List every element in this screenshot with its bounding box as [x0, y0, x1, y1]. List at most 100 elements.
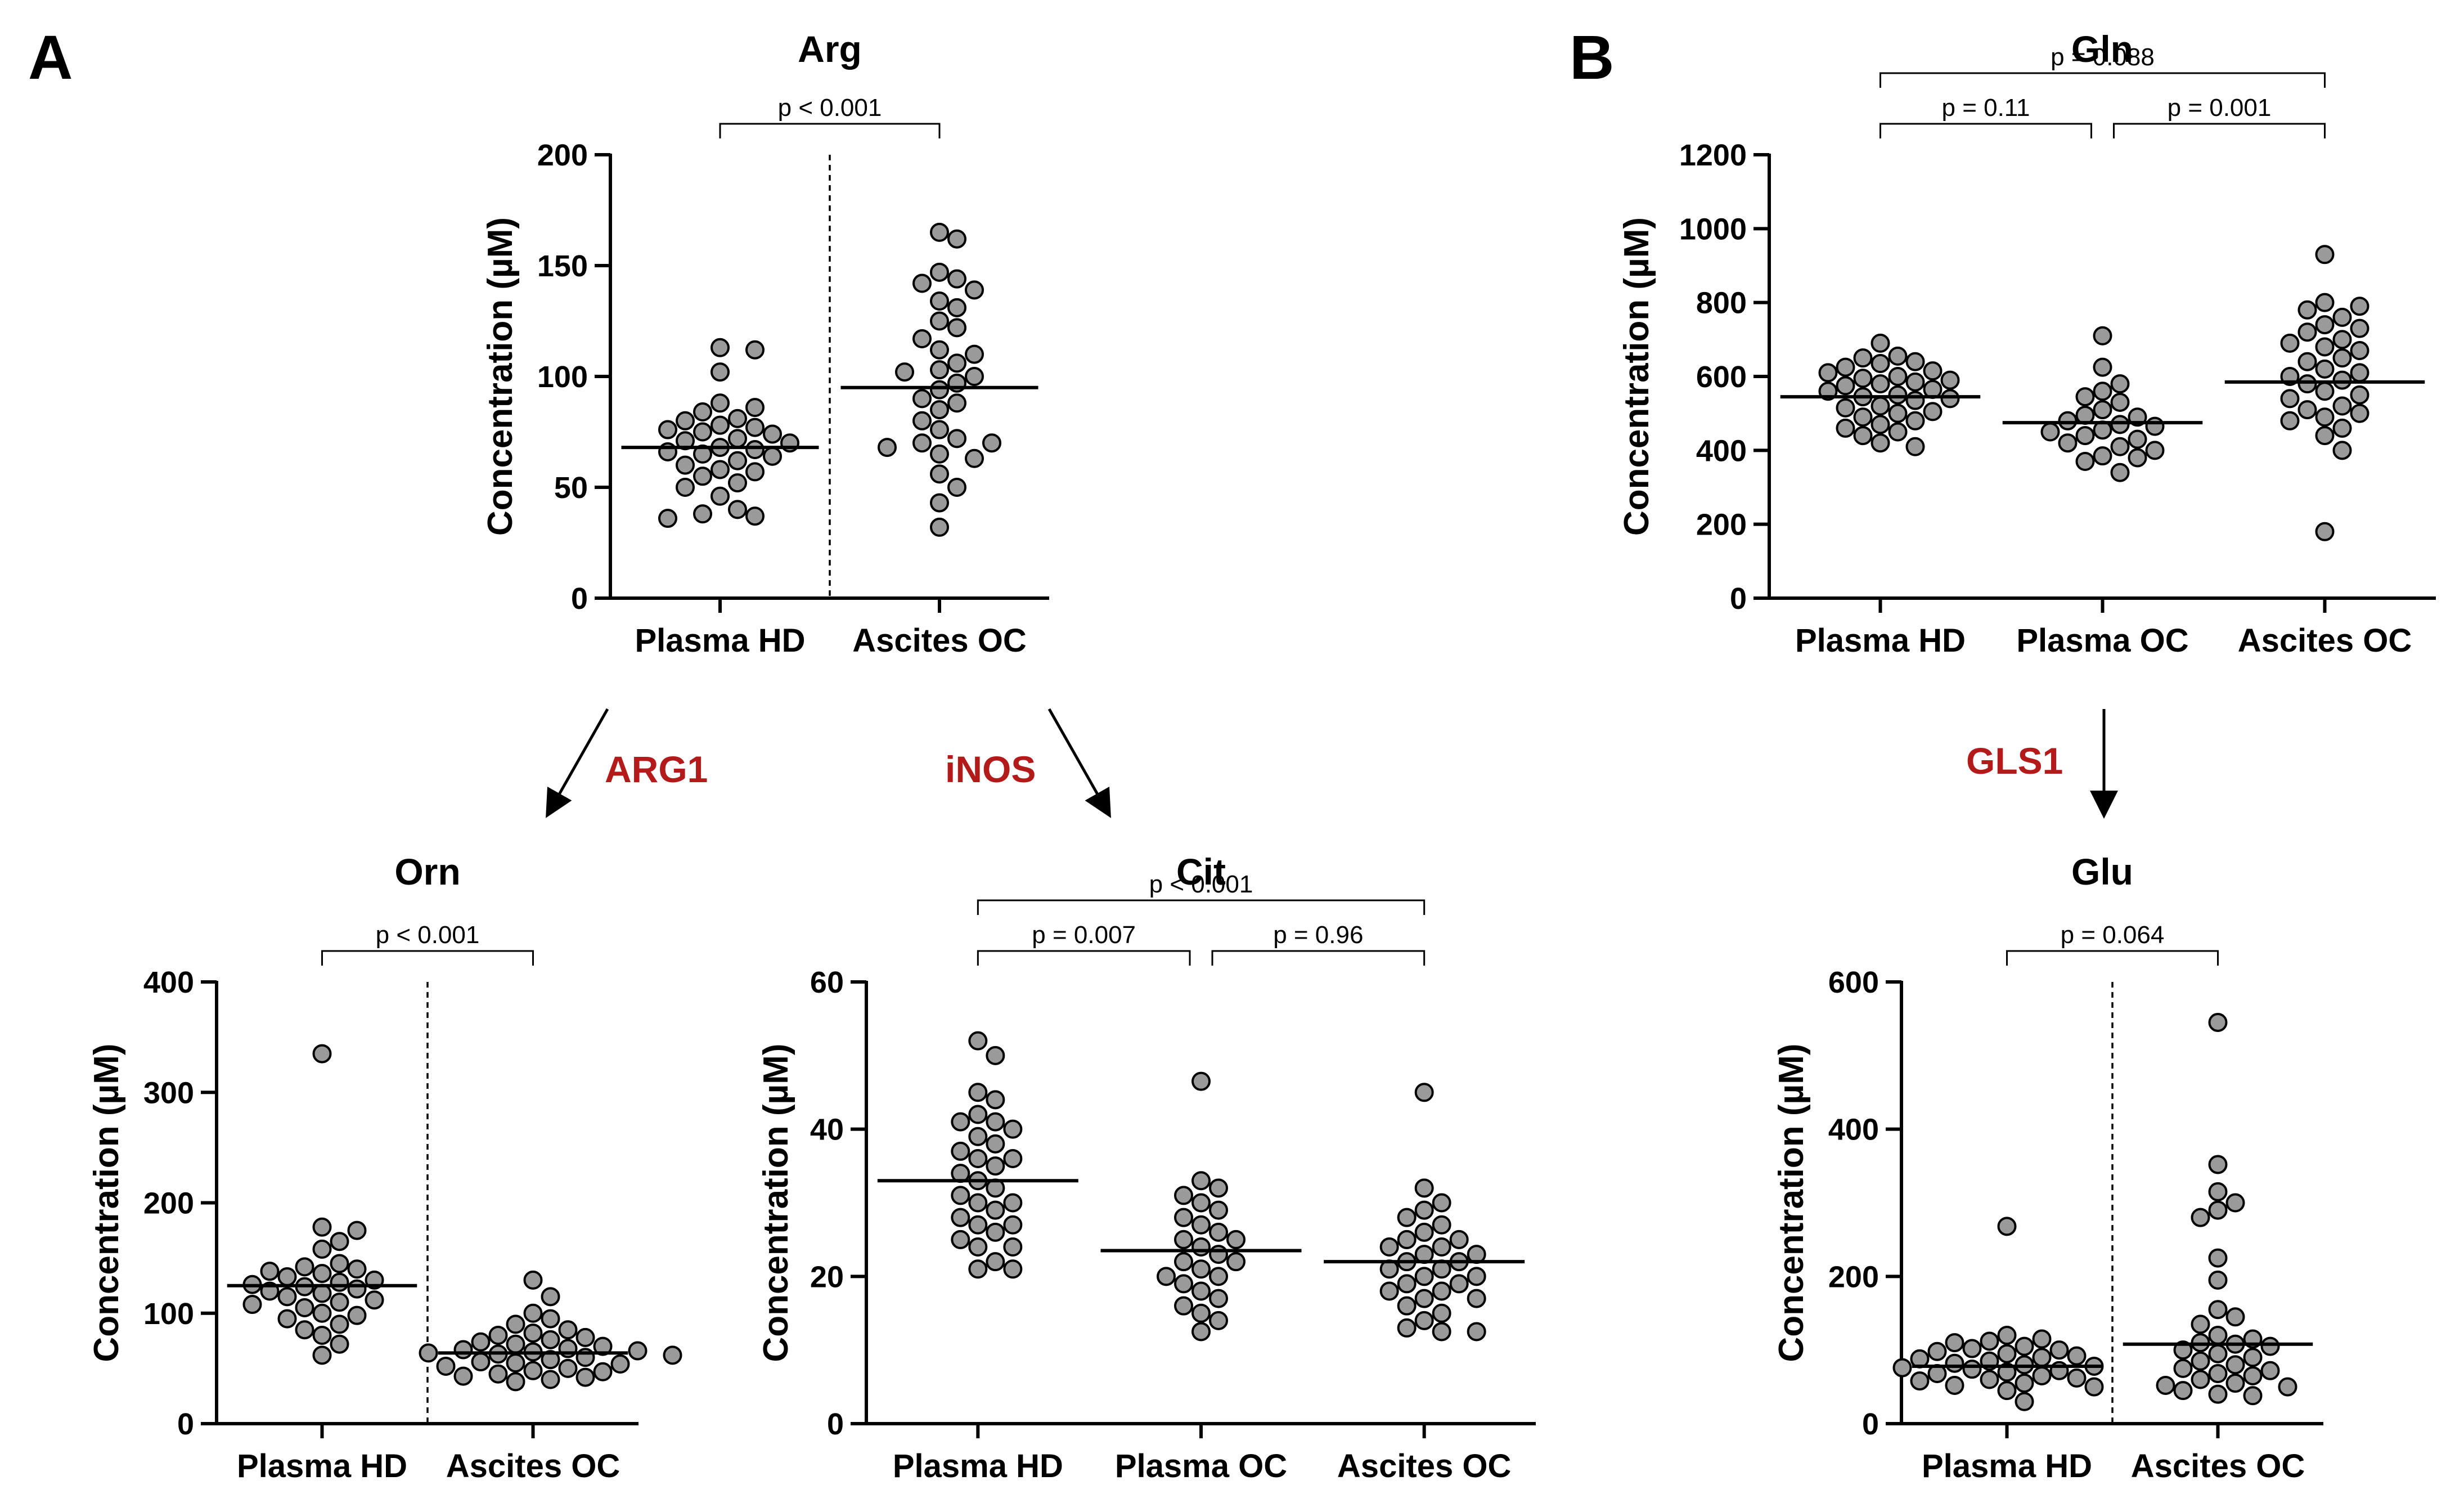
orn-y-tick-label: 0: [177, 1407, 194, 1441]
arg-data-point: [895, 362, 914, 382]
glu-data-point: [1927, 1342, 1947, 1361]
arg-data-point: [930, 340, 949, 360]
glu-category-label: Plasma HD: [1922, 1448, 2092, 1484]
gln-y-tick-label: 1000: [1679, 212, 1747, 246]
cit-data-point: [1174, 1252, 1193, 1272]
glu-data-point: [2208, 1364, 2228, 1384]
orn-data-point: [312, 1326, 332, 1345]
gln-data-point: [2110, 463, 2130, 482]
glu-data-point: [2173, 1381, 2193, 1401]
gln-p-value: p = 0.11: [1942, 94, 2030, 122]
gln-p-value: p = 0.001: [2168, 94, 2272, 122]
cit-data-point: [986, 1046, 1005, 1065]
arg-data-point: [947, 318, 966, 338]
glu-data-point: [2208, 1384, 2228, 1404]
arg-data-point: [676, 431, 695, 451]
orn-data-point: [260, 1262, 280, 1281]
glu-data-point: [2156, 1375, 2175, 1395]
cit-data-point: [1414, 1311, 1434, 1330]
glu-data-point: [2243, 1348, 2263, 1367]
arg-y-tick-label: 200: [537, 138, 588, 172]
arg-data-point: [728, 451, 747, 470]
orn-data-point: [277, 1267, 297, 1286]
gln-data-point: [1940, 370, 1960, 390]
orn-data-point: [436, 1356, 456, 1376]
gln-data-point: [2332, 330, 2352, 349]
cit-data-point: [1226, 1252, 1246, 1272]
orn-data-point: [295, 1298, 314, 1317]
gln-data-point: [2315, 245, 2335, 264]
orn-data-point: [295, 1257, 314, 1277]
cit-data-point: [1379, 1281, 1399, 1301]
arg-data-point: [745, 418, 765, 437]
gln-data-point: [2280, 411, 2300, 430]
orn-data-point: [365, 1290, 384, 1310]
gln-data-point: [2315, 293, 2335, 312]
cit-data-point: [1174, 1296, 1193, 1316]
gln-y-tick-label: 0: [1730, 582, 1747, 616]
gln-y-axis-label: Concentration (µM): [1617, 217, 1656, 536]
glu-y-tick-label: 200: [1828, 1260, 1879, 1294]
glu-p-value: p = 0.064: [2061, 921, 2165, 949]
glu-data-point: [2225, 1307, 2245, 1327]
cit-data-point: [1191, 1303, 1211, 1323]
arg-data-point: [912, 411, 932, 430]
gln-data-point: [2332, 441, 2352, 460]
arg-y-tick-label: 100: [537, 360, 588, 394]
glu-y-tick-label: 0: [1862, 1407, 1879, 1441]
gln-data-point: [1923, 361, 1943, 381]
arg-data-point: [930, 493, 949, 513]
cit-data-point: [968, 1237, 988, 1257]
arg-significance-bracket: [719, 123, 941, 138]
orn-data-point: [471, 1352, 491, 1372]
glu-data-point: [2208, 1012, 2228, 1032]
orn-data-point: [593, 1362, 613, 1381]
inos-arrow: [1047, 708, 1111, 818]
arg-data-point: [728, 409, 747, 428]
orn-data-point: [330, 1254, 349, 1273]
orn-data-point: [506, 1372, 525, 1392]
cit-data-point: [1209, 1267, 1228, 1286]
glu-data-point: [1962, 1360, 1982, 1379]
cit-y-tick-label: 0: [827, 1407, 844, 1441]
gln-data-point: [2350, 318, 2369, 338]
cit-p-value: p = 0.96: [1273, 921, 1363, 949]
glu-data-point: [1997, 1217, 2017, 1236]
glu-data-point: [2208, 1155, 2228, 1174]
gln-data-point: [1853, 369, 1873, 388]
arg-data-point: [930, 222, 949, 242]
arg-data-point: [745, 462, 765, 482]
cit-data-point: [968, 1031, 988, 1051]
gln-data-point: [2332, 348, 2352, 368]
gln-data-point: [1853, 426, 1873, 446]
cit-data-point: [1003, 1119, 1023, 1139]
orn-data-point: [575, 1327, 595, 1347]
orn-data-point: [242, 1295, 262, 1314]
cit-data-point: [1174, 1274, 1193, 1294]
cit-data-point: [1003, 1215, 1023, 1235]
gln-data-point: [1888, 367, 1908, 386]
orn-y-axis-label: Concentration (µM): [87, 1043, 126, 1362]
arg-data-point: [728, 429, 747, 448]
gln-data-point: [1940, 389, 1960, 409]
orn-data-point: [277, 1309, 297, 1329]
cit-data-point: [968, 1105, 988, 1124]
glu-data-point: [2084, 1377, 2104, 1397]
orn-data-point: [330, 1272, 349, 1292]
gln-data-point: [2075, 452, 2095, 472]
cit-y-tick-label: 60: [810, 966, 844, 999]
arg-data-point: [947, 229, 966, 249]
arg-category-label: Ascites OC: [852, 622, 1026, 659]
orn-data-point: [506, 1334, 525, 1354]
gln-data-point: [1871, 415, 1890, 434]
arg-data-point: [965, 344, 984, 364]
arg-data-point: [693, 444, 712, 464]
glu-data-point: [2015, 1392, 2034, 1411]
arg-data-point: [965, 280, 984, 300]
glu-data-point: [2067, 1368, 2087, 1388]
orn-data-point: [330, 1334, 349, 1354]
arg-data-point: [947, 393, 966, 413]
gln-data-point: [2350, 341, 2369, 361]
gln-data-point: [1871, 433, 1890, 453]
arg-data-point: [745, 506, 765, 526]
